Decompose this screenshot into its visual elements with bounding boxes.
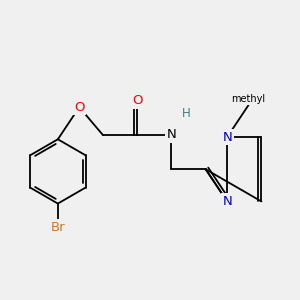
Text: N: N [222,130,232,144]
Text: methyl: methyl [232,94,266,103]
Text: O: O [132,94,142,107]
Text: H: H [182,107,191,120]
Text: N: N [222,195,232,208]
Text: O: O [74,100,85,114]
Text: N: N [167,128,176,142]
Text: Br: Br [50,220,65,234]
